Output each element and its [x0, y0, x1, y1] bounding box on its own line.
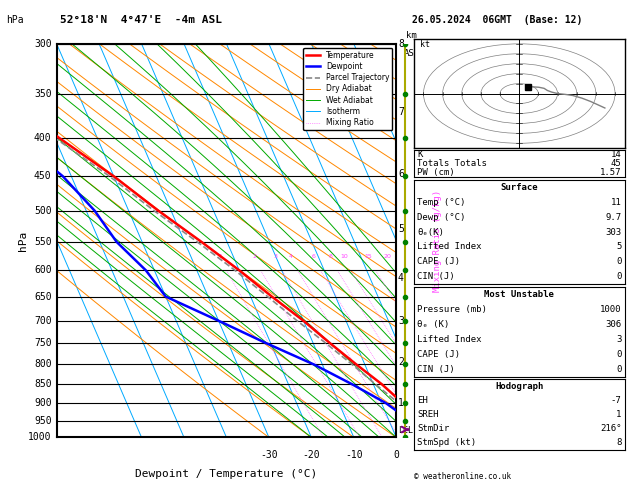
Text: 650: 650: [34, 292, 52, 301]
Text: 0: 0: [616, 258, 621, 266]
Text: 1000: 1000: [600, 305, 621, 314]
Text: hPa: hPa: [18, 230, 28, 251]
Text: 500: 500: [34, 206, 52, 216]
Text: 550: 550: [34, 237, 52, 247]
Text: 300: 300: [34, 39, 52, 49]
Text: 900: 900: [34, 398, 52, 408]
Text: 750: 750: [34, 338, 52, 348]
Text: 216°: 216°: [600, 424, 621, 433]
Text: Lifted Index: Lifted Index: [417, 335, 482, 344]
Text: Mixing Ratio (g/kg): Mixing Ratio (g/kg): [433, 190, 442, 292]
Text: Lifted Index: Lifted Index: [417, 243, 482, 251]
Text: EH: EH: [417, 396, 428, 405]
Text: 6: 6: [398, 169, 404, 179]
Text: LCL: LCL: [398, 426, 413, 435]
Text: 6: 6: [312, 254, 316, 260]
Text: Dewp (°C): Dewp (°C): [417, 213, 465, 222]
Text: 950: 950: [34, 416, 52, 426]
Text: StmDir: StmDir: [417, 424, 449, 433]
Text: 600: 600: [34, 265, 52, 276]
Text: 2: 2: [252, 254, 256, 260]
Text: θₑ(K): θₑ(K): [417, 227, 444, 237]
Text: CAPE (J): CAPE (J): [417, 258, 460, 266]
Text: 1: 1: [398, 398, 404, 408]
Text: θₑ (K): θₑ (K): [417, 320, 449, 329]
Text: 0: 0: [393, 450, 399, 460]
Text: 14: 14: [611, 150, 621, 159]
Text: K: K: [417, 150, 423, 159]
Text: 1: 1: [616, 410, 621, 419]
Text: 8: 8: [328, 254, 332, 260]
Text: 400: 400: [34, 133, 52, 143]
Text: 0: 0: [616, 364, 621, 374]
Text: 0: 0: [616, 349, 621, 359]
Text: 850: 850: [34, 379, 52, 389]
Text: 20: 20: [383, 254, 391, 260]
Text: 2: 2: [398, 357, 404, 367]
Text: 5: 5: [616, 243, 621, 251]
Text: 3: 3: [274, 254, 277, 260]
Text: 9.7: 9.7: [605, 213, 621, 222]
Text: Totals Totals: Totals Totals: [417, 159, 487, 168]
Text: CIN (J): CIN (J): [417, 364, 455, 374]
Text: 1000: 1000: [28, 433, 52, 442]
Text: hPa: hPa: [6, 15, 24, 25]
Text: 15: 15: [365, 254, 372, 260]
Text: 1: 1: [218, 254, 222, 260]
Text: 4: 4: [398, 273, 404, 283]
Text: Surface: Surface: [501, 183, 538, 192]
Text: 7: 7: [398, 107, 404, 117]
Text: km: km: [406, 31, 417, 40]
Text: 3: 3: [616, 335, 621, 344]
Text: Hodograph: Hodograph: [495, 382, 543, 391]
Text: CAPE (J): CAPE (J): [417, 349, 460, 359]
Text: 10: 10: [340, 254, 348, 260]
Text: 26.05.2024  06GMT  (Base: 12): 26.05.2024 06GMT (Base: 12): [412, 15, 582, 25]
Text: 700: 700: [34, 316, 52, 326]
Text: 4: 4: [289, 254, 293, 260]
Text: 350: 350: [34, 89, 52, 99]
Text: 11: 11: [611, 198, 621, 207]
Text: kt: kt: [420, 40, 430, 49]
Text: ASL: ASL: [403, 49, 420, 57]
Text: © weatheronline.co.uk: © weatheronline.co.uk: [414, 472, 511, 481]
Text: 0: 0: [616, 272, 621, 281]
Text: -30: -30: [260, 450, 278, 460]
Text: PW (cm): PW (cm): [417, 168, 455, 177]
Text: 52°18'N  4°47'E  -4m ASL: 52°18'N 4°47'E -4m ASL: [60, 15, 222, 25]
Text: 8: 8: [616, 438, 621, 447]
Text: 45: 45: [611, 159, 621, 168]
Text: Dewpoint / Temperature (°C): Dewpoint / Temperature (°C): [135, 469, 318, 479]
Text: 5: 5: [398, 224, 404, 234]
Legend: Temperature, Dewpoint, Parcel Trajectory, Dry Adiabat, Wet Adiabat, Isotherm, Mi: Temperature, Dewpoint, Parcel Trajectory…: [303, 48, 392, 130]
Text: 3: 3: [398, 316, 404, 326]
Text: 303: 303: [605, 227, 621, 237]
Text: Temp (°C): Temp (°C): [417, 198, 465, 207]
Text: -20: -20: [303, 450, 320, 460]
Text: 800: 800: [34, 360, 52, 369]
Text: Pressure (mb): Pressure (mb): [417, 305, 487, 314]
Text: -7: -7: [611, 396, 621, 405]
Text: 306: 306: [605, 320, 621, 329]
Text: 8: 8: [398, 39, 404, 49]
Text: SREH: SREH: [417, 410, 438, 419]
Text: StmSpd (kt): StmSpd (kt): [417, 438, 476, 447]
Text: 450: 450: [34, 171, 52, 181]
Text: -10: -10: [345, 450, 363, 460]
Text: CIN (J): CIN (J): [417, 272, 455, 281]
Text: 1.57: 1.57: [600, 168, 621, 177]
Text: Most Unstable: Most Unstable: [484, 290, 554, 299]
